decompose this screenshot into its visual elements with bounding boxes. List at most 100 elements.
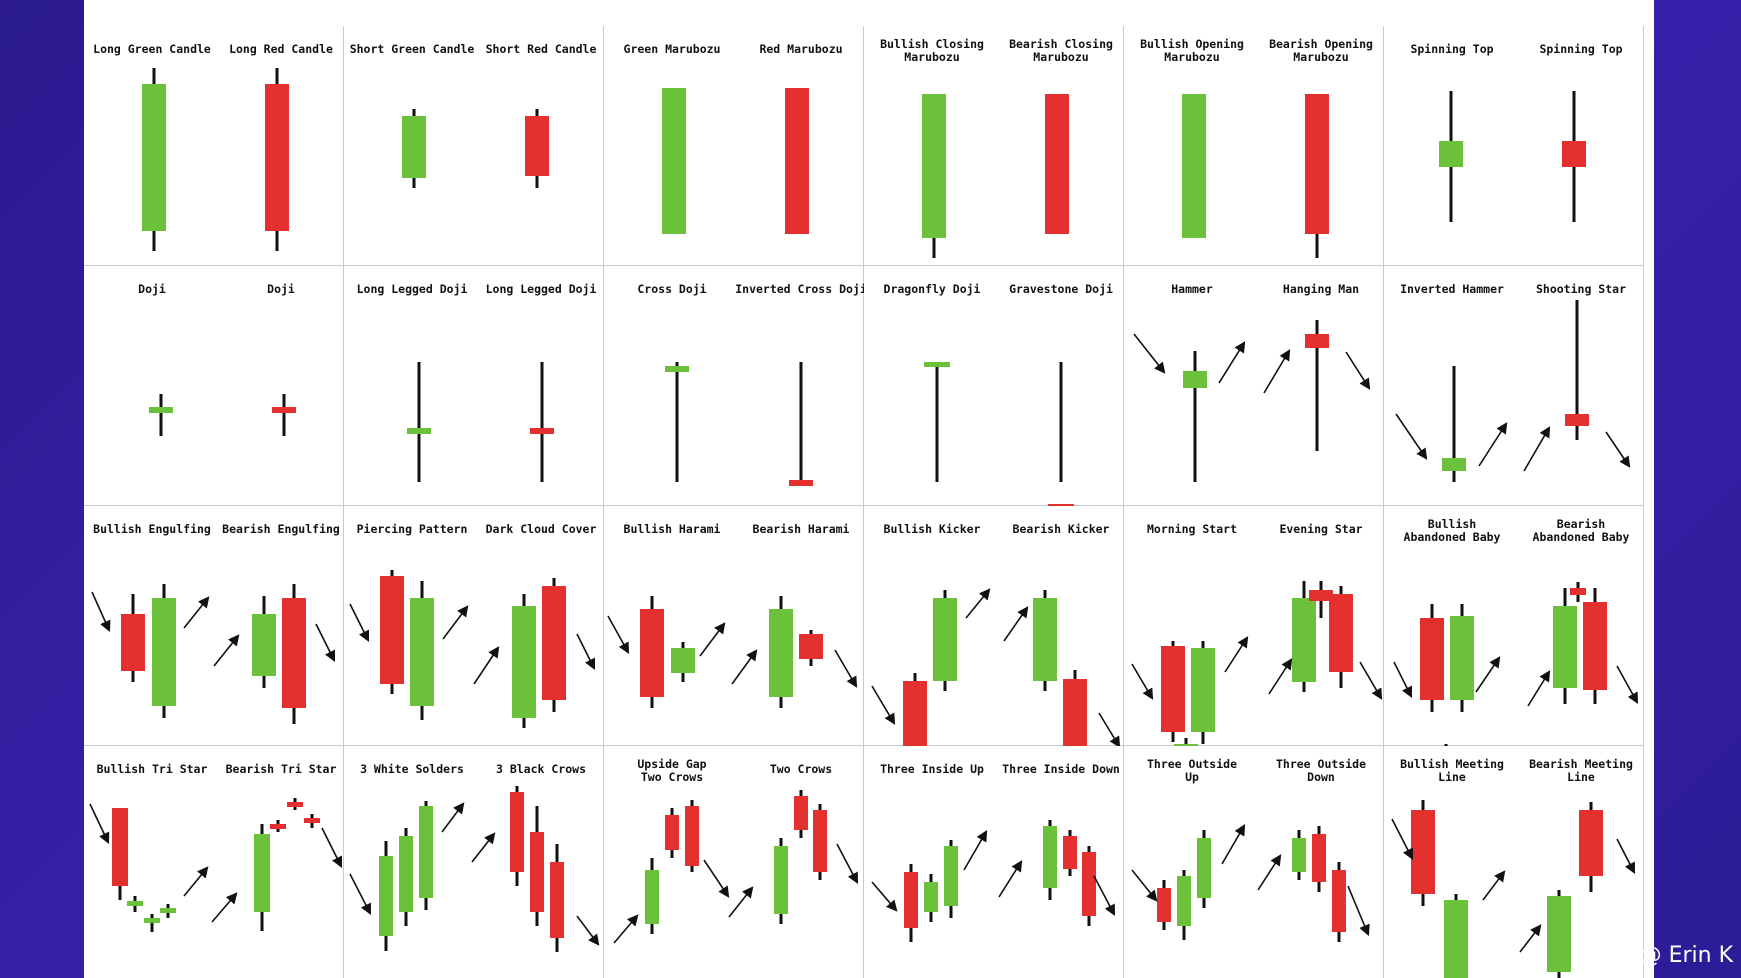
trend-arrow — [834, 649, 858, 688]
trend-arrow — [1482, 870, 1506, 901]
candle — [1174, 738, 1198, 746]
candle — [1329, 586, 1353, 688]
pattern-panel: Short Green Candle Short Red Candle — [344, 26, 604, 266]
candle — [645, 858, 659, 934]
candle — [1547, 890, 1571, 978]
candle — [685, 800, 699, 872]
trend-arrow — [703, 859, 730, 898]
candle-body — [789, 480, 813, 486]
candle-body — [1570, 588, 1586, 595]
pattern-panel: Piercing Pattern Dark Cloud Cover — [344, 506, 604, 746]
candle — [1570, 582, 1586, 602]
candle-body — [671, 648, 695, 673]
trend-arrow — [1527, 670, 1551, 707]
candle-body — [665, 815, 679, 850]
candle — [774, 838, 788, 924]
label-line: Hanging Man — [1283, 282, 1359, 296]
pattern-label-left: Long Green Candle — [93, 42, 211, 56]
candle — [282, 584, 306, 724]
candle — [112, 808, 128, 900]
candle-body — [121, 614, 145, 671]
candle-body — [903, 681, 927, 746]
candle-body — [1045, 94, 1069, 234]
candle — [904, 864, 918, 942]
label-line: Bearish Meeting — [1529, 757, 1633, 771]
pattern-figure: Morning Start Evening Star — [1131, 522, 1383, 746]
candle — [252, 596, 276, 688]
trend-arrow — [441, 802, 465, 833]
candle-body — [272, 407, 296, 413]
trend-arrow — [1224, 636, 1249, 673]
candle — [265, 68, 289, 251]
candle-body — [402, 116, 426, 178]
trend-arrow — [89, 803, 110, 845]
label-line: Upside Gap — [637, 757, 706, 771]
candle — [402, 109, 426, 188]
label-line: Green Marubozu — [624, 42, 721, 56]
candle — [1450, 604, 1474, 712]
candle — [1439, 91, 1463, 222]
label-line: Two Crows — [770, 762, 832, 776]
candle — [550, 844, 564, 952]
pattern-panel: Bullish Harami Bearish Harami — [604, 506, 864, 746]
pattern-figure: Hammer Hanging Man — [1133, 282, 1371, 482]
candle — [665, 362, 689, 482]
trend-arrow — [1475, 656, 1501, 693]
candle — [1553, 588, 1577, 704]
label-line: Abandoned Baby — [1404, 530, 1501, 544]
candle — [1182, 94, 1206, 238]
candle-body — [419, 806, 433, 898]
label-line: Bearish Engulfing — [222, 522, 340, 536]
pattern-label-left: Hammer — [1171, 282, 1213, 296]
trend-arrow — [349, 873, 372, 915]
pattern-label-left: Bullish Kicker — [884, 522, 981, 536]
label-line: Bearish Tri Star — [226, 762, 337, 776]
candle-body — [640, 609, 664, 697]
pattern-panel: 3 White Solders 3 Black Crows — [344, 746, 604, 978]
label-line: Two Crows — [641, 770, 703, 784]
candle — [1048, 362, 1074, 506]
pattern-label-right: Three Outside Down — [1276, 757, 1366, 784]
candle — [144, 914, 160, 932]
pattern-panel: Bullish Abandoned Baby Bearish Abandoned Ba… — [1384, 506, 1644, 746]
candle — [1197, 830, 1211, 908]
pattern-figure: Bullish Tri Star Bearish Tri Star — [89, 762, 343, 932]
label-line: Piercing Pattern — [357, 522, 468, 536]
candle-body — [252, 614, 276, 676]
label-line: Marubozu — [1033, 50, 1088, 64]
candle-body — [769, 609, 793, 697]
pattern-panel: Long Legged Doji Long Legged Doji — [344, 266, 604, 506]
candle — [419, 801, 433, 910]
trend-arrow — [211, 892, 238, 923]
candle-body — [1063, 836, 1077, 869]
pattern-label-right: Bearish Opening Marubozu — [1269, 37, 1373, 64]
candle-body — [1197, 838, 1211, 898]
candle-body — [142, 84, 166, 231]
label-line: Three Inside Up — [880, 762, 984, 776]
candle — [1305, 320, 1329, 451]
candle-body — [1583, 602, 1607, 690]
label-line: Doji — [267, 282, 295, 296]
pattern-panel: Bullish Meeting Line Bearish Meeting Line — [1384, 746, 1644, 978]
candle-body — [904, 872, 918, 928]
candle — [1043, 820, 1057, 900]
candle — [769, 596, 793, 708]
candle-body — [510, 792, 524, 872]
candle-body — [1182, 94, 1206, 238]
candle-body — [924, 882, 938, 912]
trend-arrow — [183, 596, 210, 629]
trend-arrow — [1131, 663, 1154, 700]
candle-body — [1183, 371, 1207, 388]
candle — [142, 68, 166, 251]
pattern-figure: Bullish Kicker Bearish Kicker — [871, 522, 1121, 746]
candle-body — [149, 407, 173, 413]
candle — [127, 896, 143, 912]
trend-arrow — [965, 588, 991, 619]
candle-body — [265, 84, 289, 231]
candle-body — [550, 862, 564, 938]
label-line: Dark Cloud Cover — [486, 522, 597, 536]
pattern-label-right: Three Inside Down — [1002, 762, 1120, 776]
label-line: Long Legged Doji — [486, 282, 597, 296]
candle-body — [1157, 888, 1171, 922]
pattern-figure: Doji Doji — [138, 282, 296, 436]
